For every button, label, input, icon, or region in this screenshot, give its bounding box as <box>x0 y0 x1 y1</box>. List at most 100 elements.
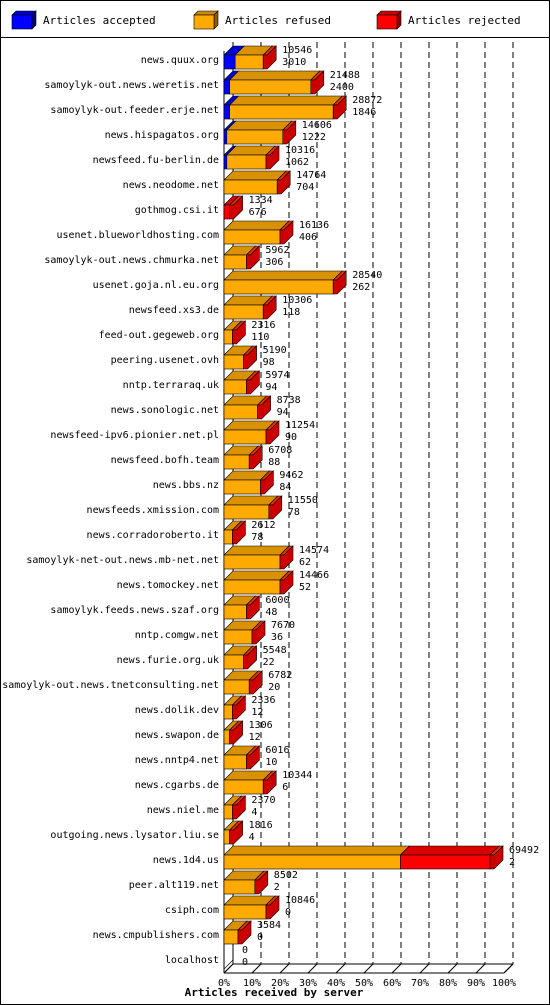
bar-cap-side <box>268 495 283 520</box>
x-tick-label: 50% <box>355 978 373 989</box>
value-label-total: 10546 <box>282 45 312 56</box>
value-label-total: 2316 <box>251 320 275 331</box>
bar-segment <box>226 129 284 145</box>
x-axis-title: Articles received by server <box>185 986 364 999</box>
x-tick-label: 60% <box>383 978 401 989</box>
value-label-rejected: 4 <box>251 807 257 818</box>
category-label: localhost <box>165 955 219 966</box>
value-label-rejected: 3010 <box>282 57 306 68</box>
bar-segment <box>223 304 264 320</box>
legend-swatch <box>376 14 398 30</box>
value-label-rejected: 88 <box>268 457 280 468</box>
value-label-total: 28872 <box>352 95 382 106</box>
value-label-total: 16136 <box>299 220 329 231</box>
x-tick-mark <box>391 963 402 974</box>
bar-segment <box>223 879 256 895</box>
bar-segment <box>223 504 270 520</box>
value-label-rejected: 52 <box>299 582 311 593</box>
category-label: newsfeeds.xmission.com <box>87 505 219 516</box>
category-label: newsfeed.xs3.de <box>129 305 219 316</box>
bar-segment <box>223 479 261 495</box>
value-label-total: 0 <box>242 945 248 956</box>
value-label-rejected: 704 <box>296 182 314 193</box>
x-tick-label: 70% <box>411 978 429 989</box>
category-label: news.nntp4.net <box>135 755 219 766</box>
value-label-total: 3584 <box>257 920 281 931</box>
bar-empty <box>223 959 234 970</box>
category-label: news.furie.org.uk <box>117 655 219 666</box>
bar-cap-side <box>262 770 277 795</box>
category-label: usenet.blueworldhosting.com <box>56 230 219 241</box>
value-label-total: 69492 <box>509 845 539 856</box>
value-label-total: 2370 <box>251 795 275 806</box>
bar-cap-side <box>248 445 263 470</box>
bar-segment-top <box>228 95 343 106</box>
value-label-rejected: 306 <box>265 257 283 268</box>
bar-cap-side <box>229 195 243 220</box>
bars <box>223 45 504 970</box>
value-label-total: 9462 <box>279 470 303 481</box>
bar-segment-top <box>223 845 411 856</box>
category-label: samoylyk-out.feeder.erje.net <box>50 105 219 116</box>
category-label: news.neodome.net <box>123 180 219 191</box>
bar-cap-side <box>243 645 257 670</box>
bar-segment <box>223 679 250 695</box>
category-labels: news.quux.org samoylyk-out.news.weretis.n… <box>2 55 219 966</box>
category-label: news.niel.me <box>147 805 219 816</box>
value-label-rejected: 0 <box>285 907 291 918</box>
bar-cap-side <box>332 95 347 120</box>
bar-segment <box>223 554 281 570</box>
value-label-total: 14606 <box>302 120 332 131</box>
bar-segment <box>223 904 267 920</box>
bar-segment <box>223 54 236 70</box>
category-label: news.tomockey.net <box>117 580 219 591</box>
category-label: gothmog.csi.it <box>135 205 219 216</box>
value-label-total: 6782 <box>268 670 292 681</box>
bar-segment-top <box>223 570 290 581</box>
bar-cap-side <box>254 870 269 895</box>
value-label-total: 10344 <box>282 770 312 781</box>
bar-segment <box>223 579 281 595</box>
value-label-rejected: 676 <box>249 207 267 218</box>
category-label: news.cmpublishers.com <box>93 930 219 941</box>
bar-segment <box>223 179 278 195</box>
x-tick-mark <box>419 963 430 974</box>
value-label-total: 2336 <box>251 695 275 706</box>
value-label-rejected: 12 <box>249 732 261 743</box>
bar-cap-side <box>248 670 263 695</box>
category-label: news.1d4.us <box>153 855 219 866</box>
value-label-total: 7670 <box>271 620 295 631</box>
bar-segment <box>223 754 247 770</box>
bar-segment <box>400 854 491 870</box>
value-label-total: 6016 <box>265 745 289 756</box>
value-label-total: 8738 <box>277 395 301 406</box>
bar-segment-top <box>223 270 343 281</box>
bar-cap-side <box>279 545 294 570</box>
value-label-rejected: 36 <box>271 632 283 643</box>
value-label-rejected: 118 <box>282 307 300 318</box>
bar-segment <box>234 54 264 70</box>
bar-segment <box>223 829 230 845</box>
bar-segment <box>223 154 228 170</box>
bar-segment-top <box>223 545 290 556</box>
bar-cap-side <box>251 620 266 645</box>
bar-segment <box>223 629 253 645</box>
value-label-rejected: 6 <box>282 782 288 793</box>
value-labels: 1054630102148824002887218461460612221031… <box>242 45 539 968</box>
value-label-total: 2612 <box>251 520 275 531</box>
bar-segment <box>229 79 312 95</box>
value-label-rejected: 1062 <box>285 157 309 168</box>
x-tick-label: 0% <box>218 978 230 989</box>
bar-segment <box>223 279 334 295</box>
value-label-rejected: 84 <box>279 482 291 493</box>
value-label-rejected: 78 <box>288 507 300 518</box>
value-label-total: 8502 <box>274 870 298 881</box>
category-label: newsfeed.fu-berlin.de <box>93 155 219 166</box>
legend-label: Articles refused <box>225 14 331 27</box>
value-label-rejected: 48 <box>265 607 277 618</box>
category-label: samoylyk.feeds.news.szaf.org <box>50 605 219 616</box>
x-tick-label: 10% <box>243 978 261 989</box>
category-label: peer.alt119.net <box>129 880 219 891</box>
bar-segment <box>223 929 239 945</box>
bar-cap-side <box>232 695 246 720</box>
